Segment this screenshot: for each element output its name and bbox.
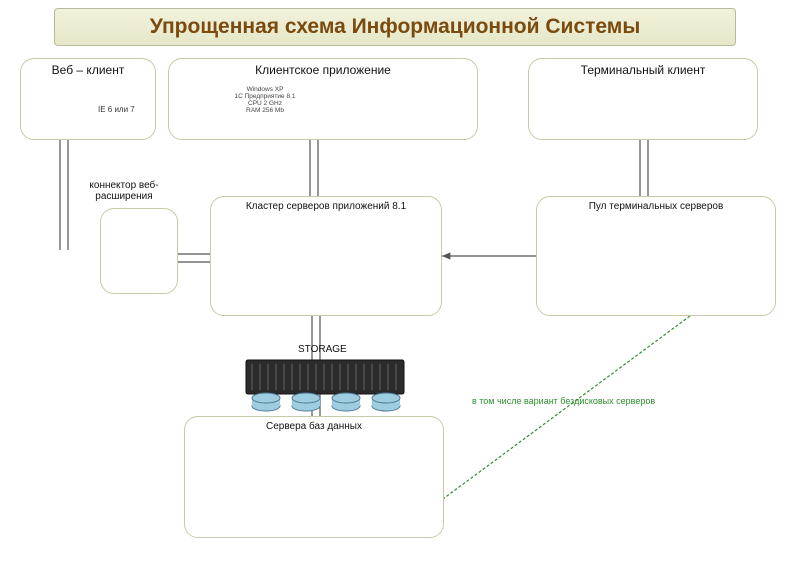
group-label: Веб – клиент bbox=[21, 59, 155, 77]
group-client-app: Клиентское приложение bbox=[168, 58, 478, 140]
group-label: Кластер серверов приложений 8.1 bbox=[211, 197, 441, 212]
group-db-servers: Сервера баз данных bbox=[184, 416, 444, 538]
group-label: Пул терминальных серверов bbox=[537, 197, 775, 212]
group-terminal-pool: Пул терминальных серверов bbox=[536, 196, 776, 316]
group-app-cluster: Кластер серверов приложений 8.1 bbox=[210, 196, 442, 316]
storage-rack-icon bbox=[246, 360, 404, 394]
group-web-client: Веб – клиент bbox=[20, 58, 156, 140]
diagram-title-bar: Упрощенная схема Информационной Системы bbox=[54, 8, 736, 46]
group-label: Терминальный клиент bbox=[529, 59, 757, 77]
diagram-title: Упрощенная схема Информационной Системы bbox=[150, 15, 641, 39]
group-label: Сервера баз данных bbox=[185, 417, 443, 432]
group-label: Клиентское приложение bbox=[169, 59, 477, 77]
diskless-annotation: в том числе вариант бездисковых серверов bbox=[472, 396, 655, 406]
web-client-note: IE 6 или 7 bbox=[98, 106, 135, 115]
web-connector-label: коннектор веб-расширения bbox=[74, 180, 174, 202]
storage-label: STORAGE bbox=[298, 344, 347, 355]
group-terminal-client: Терминальный клиент bbox=[528, 58, 758, 140]
storage-disks bbox=[252, 393, 400, 411]
group-web-connector bbox=[100, 208, 178, 294]
client-app-spec: Windows XP 1C Предприятие 8.1 CPU 2 GHz … bbox=[230, 86, 300, 115]
